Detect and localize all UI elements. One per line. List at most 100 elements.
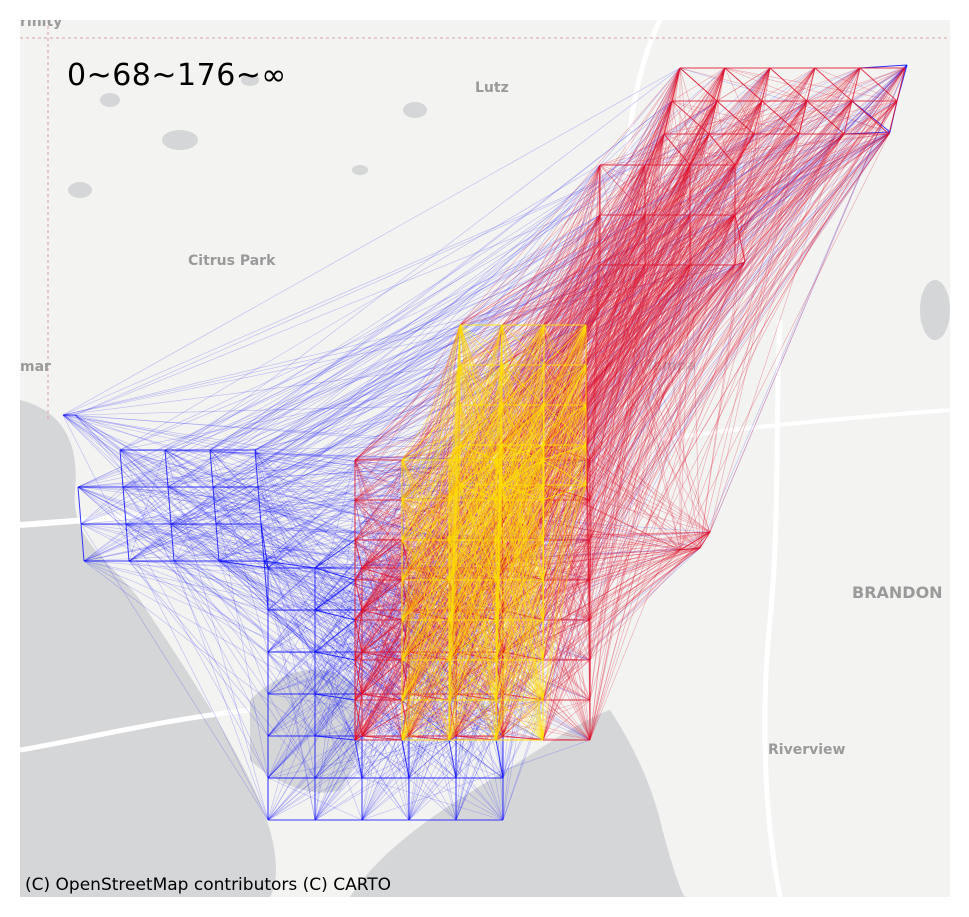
flow-line bbox=[173, 67, 726, 562]
flow-line bbox=[361, 699, 544, 779]
flow-line bbox=[401, 364, 461, 661]
flow-line bbox=[401, 619, 544, 661]
flow-line bbox=[80, 523, 269, 821]
flow-line bbox=[495, 133, 845, 581]
flow-line bbox=[589, 67, 906, 541]
flow-line bbox=[585, 100, 718, 326]
flow-line bbox=[542, 164, 736, 621]
flow-line bbox=[589, 100, 853, 661]
flow-line-local bbox=[769, 67, 808, 102]
flow-line bbox=[314, 579, 356, 821]
flow-line bbox=[354, 133, 845, 501]
flow-line bbox=[502, 324, 545, 611]
flow-line bbox=[679, 67, 691, 166]
flow-line bbox=[542, 214, 646, 461]
flow-line bbox=[128, 560, 497, 701]
map-frame[interactable]: rinity Lutz Citrus Park mar BRANDON Rive… bbox=[20, 20, 950, 897]
flow-line bbox=[314, 567, 363, 611]
flow-line bbox=[218, 164, 601, 562]
flow-line bbox=[589, 133, 665, 741]
flow-line bbox=[170, 523, 544, 741]
flow-line bbox=[589, 531, 711, 621]
flow-line bbox=[501, 133, 890, 406]
flow-line bbox=[354, 579, 410, 695]
flow-line bbox=[74, 67, 861, 416]
flow-line-local bbox=[354, 699, 363, 737]
flow-line bbox=[83, 560, 504, 737]
flow-line-local bbox=[843, 100, 853, 135]
flow-line bbox=[495, 133, 665, 741]
flow-line-local bbox=[455, 735, 497, 741]
flow-line bbox=[585, 404, 591, 621]
flow-line bbox=[119, 164, 736, 451]
flow-line bbox=[585, 164, 646, 446]
flow-line bbox=[209, 449, 497, 541]
flow-line bbox=[218, 499, 356, 562]
flow-line-local bbox=[361, 735, 403, 741]
place-label-top-left: rinity bbox=[20, 20, 62, 30]
flow-line bbox=[170, 499, 356, 525]
flow-line bbox=[408, 547, 701, 611]
flow-line bbox=[361, 739, 591, 821]
flow-line bbox=[585, 484, 701, 549]
flow-line bbox=[589, 264, 736, 621]
flow-line bbox=[401, 404, 461, 661]
flow-line bbox=[744, 64, 908, 263]
flow-line bbox=[125, 523, 591, 701]
flow-line bbox=[459, 100, 898, 366]
flow-line bbox=[83, 560, 356, 581]
flow-line bbox=[501, 404, 544, 741]
flow-line bbox=[644, 100, 808, 216]
flow-line-local bbox=[354, 693, 363, 701]
flow-line-local bbox=[851, 100, 890, 135]
flow-line bbox=[543, 364, 591, 661]
flow-line bbox=[459, 324, 544, 741]
flow-line-local bbox=[724, 67, 763, 102]
flow-map[interactable]: rinity Lutz Citrus Park mar BRANDON Rive… bbox=[20, 20, 950, 897]
flow-line bbox=[74, 100, 853, 416]
flow-line bbox=[401, 699, 544, 741]
flow-line bbox=[125, 523, 175, 562]
flow-line bbox=[502, 214, 691, 653]
flow-line bbox=[122, 324, 461, 488]
flow-line bbox=[170, 133, 800, 525]
flow-line bbox=[354, 659, 403, 701]
flow-line bbox=[164, 449, 450, 461]
flow-line bbox=[164, 449, 544, 661]
flow-line bbox=[459, 264, 691, 366]
flow-line bbox=[542, 133, 710, 741]
flow-line bbox=[254, 449, 316, 695]
flow-line bbox=[585, 264, 691, 326]
flow-line bbox=[401, 324, 503, 501]
flow-line bbox=[599, 133, 755, 266]
flow-line bbox=[589, 133, 665, 501]
flow-line bbox=[542, 404, 587, 701]
flow-line bbox=[542, 539, 591, 741]
flow-line-local bbox=[495, 459, 503, 486]
flow-line bbox=[543, 100, 808, 326]
flow-line bbox=[589, 67, 771, 621]
flow-line bbox=[212, 486, 410, 653]
flow-line bbox=[585, 324, 711, 533]
flow-line bbox=[212, 324, 587, 488]
flow-line bbox=[542, 659, 591, 701]
flow-line-local bbox=[851, 67, 861, 102]
flow-line-local bbox=[495, 484, 545, 501]
flow-line bbox=[215, 67, 906, 525]
flow-line bbox=[354, 100, 673, 541]
flow-line bbox=[589, 214, 736, 501]
flow-line bbox=[77, 324, 503, 488]
flow-line bbox=[585, 133, 710, 446]
flow-line-local bbox=[119, 449, 124, 488]
flow-line bbox=[83, 100, 673, 562]
flow-line bbox=[361, 579, 591, 779]
flow-line-local bbox=[716, 67, 726, 102]
flow-line bbox=[354, 324, 503, 661]
flow-line bbox=[354, 214, 601, 461]
flow-line bbox=[354, 164, 691, 461]
flow-line bbox=[170, 444, 503, 525]
flow-line-local bbox=[401, 539, 410, 569]
flow-line bbox=[401, 324, 461, 621]
flow-line bbox=[401, 364, 461, 741]
flow-line bbox=[354, 459, 410, 737]
